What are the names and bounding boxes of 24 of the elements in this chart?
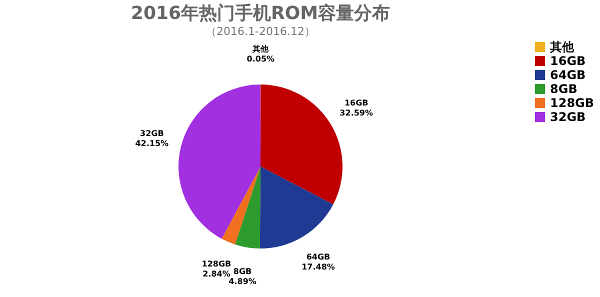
pie-slice <box>178 84 260 239</box>
pie-slice <box>235 166 260 248</box>
legend-label: 其他 <box>549 40 575 54</box>
slice-label: 其他 <box>252 44 270 54</box>
data-label: 32.59% <box>340 108 374 118</box>
legend-label: 128GB <box>550 96 594 110</box>
legend-label: 64GB <box>550 68 586 82</box>
data-label: 2.84% <box>202 269 230 278</box>
slice-label: 32GB <box>140 129 164 138</box>
pie-slice <box>260 166 334 248</box>
legend-label: 32GB <box>550 110 586 124</box>
pie-slice <box>222 166 260 244</box>
data-label: 42.15% <box>135 139 169 148</box>
data-label: 4.89% <box>228 277 256 286</box>
slice-label: 8GB <box>233 267 252 276</box>
data-label: 0.05% <box>246 54 275 64</box>
chart-subtitle: （2016.1-2016.12） <box>206 25 316 38</box>
legend-label: 8GB <box>550 82 578 96</box>
slice-label: 16GB <box>344 98 368 108</box>
legend-label: 16GB <box>550 54 586 68</box>
chart-title: 2016年热门手机ROM容量分布 <box>130 3 390 24</box>
data-label: 17.48% <box>302 262 335 272</box>
slice-label: 64GB <box>306 252 330 262</box>
slice-label: 128GB <box>202 259 232 268</box>
